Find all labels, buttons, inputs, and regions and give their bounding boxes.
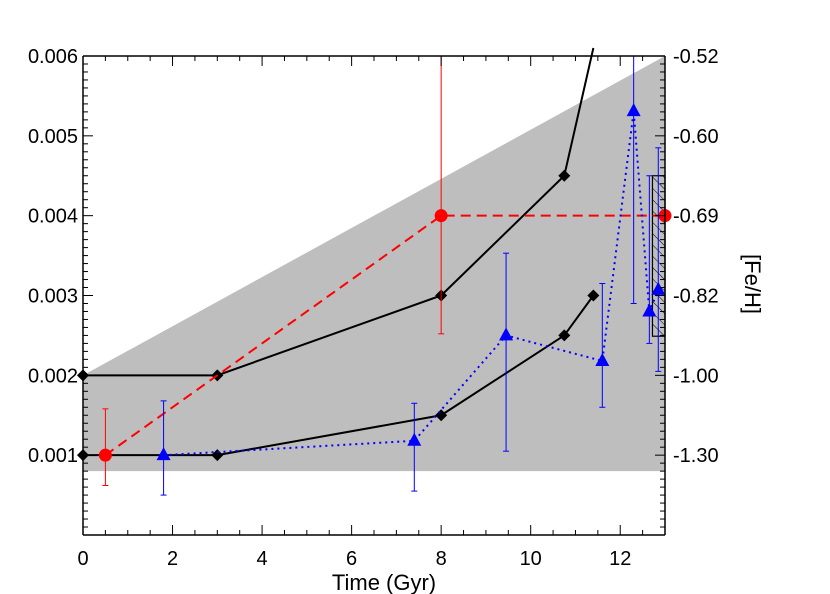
data-point-triangle: [626, 103, 641, 117]
data-point-triangle: [407, 432, 422, 446]
data-point-diamond: [587, 289, 600, 302]
data-point-diamond: [558, 169, 571, 182]
y-tick-label: 0.002: [28, 365, 78, 387]
right-tick-label: -1.00: [673, 365, 719, 387]
x-tick-label: 2: [167, 548, 178, 570]
data-point-triangle: [651, 281, 666, 295]
x-tick-label: 4: [257, 548, 268, 570]
right-tick-label: -0.52: [673, 46, 719, 68]
x-tick-label: 6: [346, 548, 357, 570]
y-tick-label: 0.003: [28, 286, 78, 308]
series-1: [77, 289, 600, 462]
right-tick-label: -1.30: [673, 445, 719, 467]
data-point-triangle: [642, 303, 657, 317]
data-point-circle: [434, 209, 448, 223]
x-axis-title: Time (Gyr): [332, 570, 436, 594]
y-tick-label: 0.004: [28, 206, 78, 228]
series-line: [104, 214, 665, 456]
y-tick-label: 0.006: [28, 46, 78, 68]
x-tick-label: 8: [436, 548, 447, 570]
y-tick-label: 0.005: [28, 126, 78, 148]
axes: [82, 55, 666, 536]
right-tick-label: -0.60: [673, 126, 719, 148]
axis-labels: 0 2 4 6 8 10 12 0.001 0.002 0.003 0.004 0.005 0.006 -…: [28, 46, 765, 594]
data-point-triangle: [499, 327, 514, 341]
series-layer: [77, 47, 672, 496]
series-3: [156, 56, 666, 496]
right-axis-title: [Fe/H]: [740, 254, 765, 314]
data-point-circle: [98, 448, 112, 462]
x-tick-label: 10: [520, 548, 542, 570]
x-tick-label: 0: [77, 548, 88, 570]
data-point-triangle: [595, 352, 610, 366]
right-tick-label: -0.82: [673, 286, 719, 308]
data-point-diamond: [211, 449, 224, 462]
data-point-diamond: [558, 329, 571, 342]
y-tick-label: 0.001: [28, 445, 78, 467]
x-tick-label: 12: [609, 548, 631, 570]
data-point-triangle: [156, 447, 171, 461]
right-tick-label: -0.69: [673, 206, 719, 228]
